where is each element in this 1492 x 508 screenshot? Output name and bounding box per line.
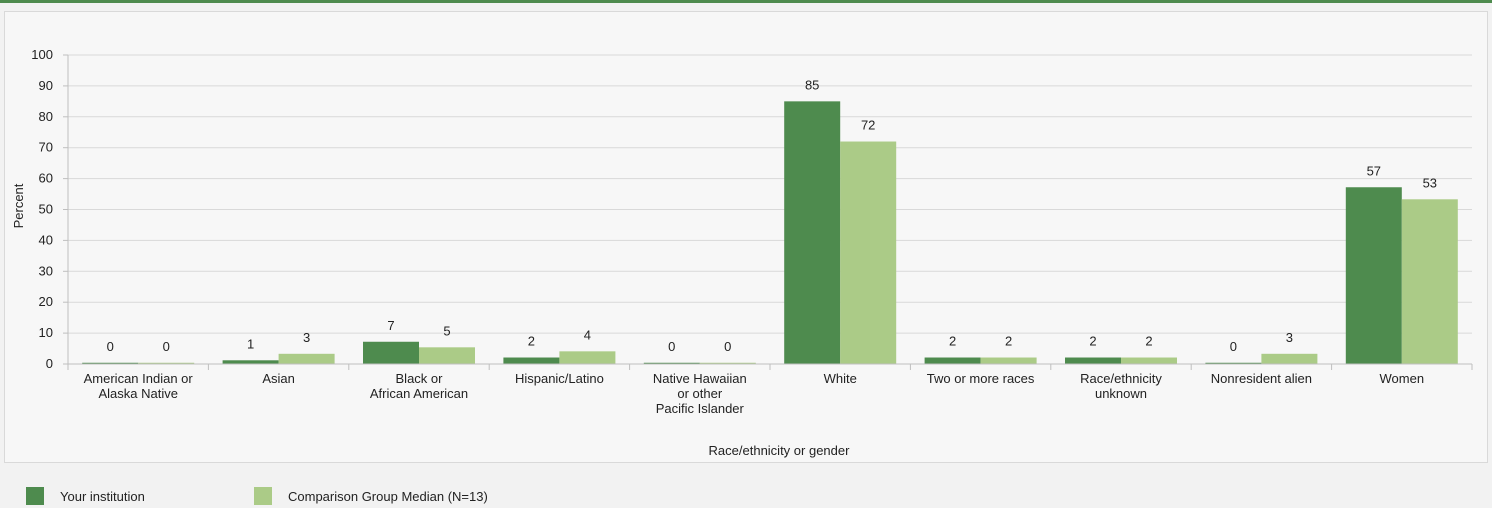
x-tick-label: Native Hawaiian or other Pacific Islander [653, 371, 747, 416]
y-axis-label: Percent [11, 183, 26, 228]
bar-value-label: 53 [1423, 175, 1437, 190]
x-tick-label: Hispanic/Latino [515, 371, 604, 386]
bar-value-label: 3 [303, 330, 310, 345]
bar-your-institution [784, 101, 841, 364]
bar-value-label: 4 [584, 327, 591, 342]
x-tick-label: Race/ethnicity unknown [1080, 371, 1162, 401]
bar-comparison-group [840, 141, 897, 364]
x-tick-label: Women [1380, 371, 1425, 386]
top-rule [0, 0, 1492, 3]
bar-value-label: 85 [805, 77, 819, 92]
x-tick-label: American Indian or Alaska Native [84, 371, 194, 401]
bar-value-label: 7 [387, 318, 394, 333]
y-tick-label: 80 [39, 109, 53, 124]
legend: Your institution Comparison Group Median… [0, 484, 1492, 508]
data-labels: 0 0 1 3 7 5 2 4 0 0 85 72 2 2 2 2 0 3 57 53 [107, 77, 1437, 353]
y-tick-label: 50 [39, 202, 53, 217]
bar-value-label: 2 [1005, 334, 1012, 349]
bar-value-label: 0 [163, 339, 170, 354]
bar-value-label: 0 [668, 339, 675, 354]
legend-label: Comparison Group Median (N=13) [288, 488, 488, 504]
x-tick-label: Asian [262, 371, 295, 386]
bar-your-institution [1065, 357, 1121, 364]
x-tick-label: Two or more races [927, 371, 1035, 386]
bar-your-institution [222, 360, 279, 364]
bar-comparison-group [980, 357, 1037, 364]
legend-swatch-comparison-group [254, 487, 272, 505]
bar-comparison-group [1261, 353, 1318, 364]
bar-your-institution [643, 362, 700, 364]
bar-value-label: 0 [107, 339, 114, 354]
y-tick-label: 10 [39, 325, 53, 340]
bar-value-label: 2 [528, 334, 535, 349]
legend-item-comparison-group: Comparison Group Median (N=13) [254, 484, 488, 508]
x-axis [67, 55, 1473, 370]
y-tick-label: 90 [39, 78, 53, 93]
y-tick-label: 20 [39, 294, 53, 309]
bar-comparison-group [278, 353, 335, 364]
legend-item-your-institution: Your institution [26, 484, 145, 508]
y-axis-ticks: 0 10 20 30 40 50 60 70 80 90 100 [31, 47, 68, 371]
bar-value-label: 72 [861, 118, 875, 133]
gridlines [68, 54, 1472, 365]
legend-label: Your institution [60, 488, 145, 504]
y-tick-label: 30 [39, 263, 53, 278]
legend-swatch-your-institution [26, 487, 44, 505]
bar-comparison-group [138, 362, 195, 364]
bar-value-label: 5 [443, 323, 450, 338]
bar-your-institution [363, 341, 419, 364]
bar-your-institution [82, 362, 139, 364]
bars [82, 101, 1458, 364]
y-tick-label: 70 [39, 140, 53, 155]
bar-comparison-group [699, 362, 756, 364]
bar-your-institution [1205, 362, 1262, 364]
x-tick-label: Nonresident alien [1211, 371, 1312, 386]
bar-comparison-group [559, 351, 616, 364]
bar-comparison-group [1401, 199, 1458, 364]
bar-your-institution [503, 357, 560, 364]
x-tick-label: Black or African American [370, 371, 468, 401]
bar-value-label: 0 [724, 339, 731, 354]
bar-value-label: 2 [1089, 334, 1096, 349]
bar-comparison-group [419, 347, 475, 364]
bar-value-label: 57 [1367, 163, 1381, 178]
bar-value-label: 2 [949, 334, 956, 349]
bar-value-label: 0 [1230, 339, 1237, 354]
y-tick-label: 40 [39, 232, 53, 247]
bar-your-institution [1345, 187, 1402, 364]
y-tick-label: 60 [39, 171, 53, 186]
x-axis-ticks: American Indian or Alaska Native Asian Blac… [84, 371, 1424, 416]
bar-comparison-group [1121, 357, 1177, 364]
bar-value-label: 1 [247, 336, 254, 351]
y-tick-label: 0 [46, 356, 53, 371]
bar-your-institution [924, 357, 981, 364]
bar-value-label: 3 [1286, 330, 1293, 345]
bar-value-label: 2 [1145, 334, 1152, 349]
y-tick-label: 100 [31, 47, 53, 62]
x-axis-label: Race/ethnicity or gender [709, 443, 851, 458]
x-tick-label: White [824, 371, 857, 386]
